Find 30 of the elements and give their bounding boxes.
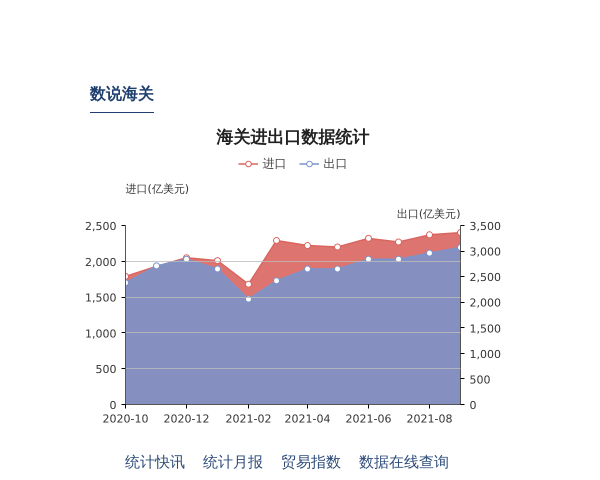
y2-tick-label: 500 (470, 373, 490, 386)
y-axis-title: 进口(亿美元) (126, 182, 190, 196)
x-tick-label: 2020-10 (102, 412, 148, 426)
x-tick-label: 2021-02 (226, 412, 272, 426)
text: 统计月报 (203, 453, 263, 471)
text: 数说海关 (90, 83, 154, 113)
x-tick-label: 2021-04 (284, 412, 330, 426)
y2-tick-label: 2,500 (470, 271, 501, 284)
x-tick-label: 2021-06 (346, 412, 392, 426)
text: 贸易指数 (281, 453, 341, 471)
y2-tick-label: 2,000 (470, 296, 501, 310)
y-tick-label: 1,500 (85, 292, 117, 305)
legend-label: 出口 (324, 155, 348, 172)
x-tick-label: 2021-08 (406, 412, 452, 426)
y-tick-label: 1,000 (85, 327, 117, 340)
text: 数据在线查询 (359, 453, 449, 471)
y-tick-label: 0 (110, 399, 116, 412)
y-tick-label: 500 (96, 363, 117, 376)
y2-tick-label: 0 (470, 399, 476, 412)
chart-title: 海关进出口数据统计 (216, 128, 370, 148)
y2-axis-title: 出口(亿美元) (396, 208, 461, 220)
y2-tick-label: 1,500 (470, 322, 501, 336)
y-tick-label: 2,500 (85, 220, 117, 233)
legend-label: 进口 (262, 155, 286, 172)
y2-tick-label: 3,000 (470, 246, 501, 259)
y2-tick-label: 1,000 (470, 348, 501, 361)
x-tick-label: 2020-12 (164, 412, 210, 426)
y2-tick-label: 3,500 (470, 220, 501, 233)
text: 统计快讯 (125, 453, 185, 471)
y-tick-label: 2,000 (85, 256, 117, 269)
